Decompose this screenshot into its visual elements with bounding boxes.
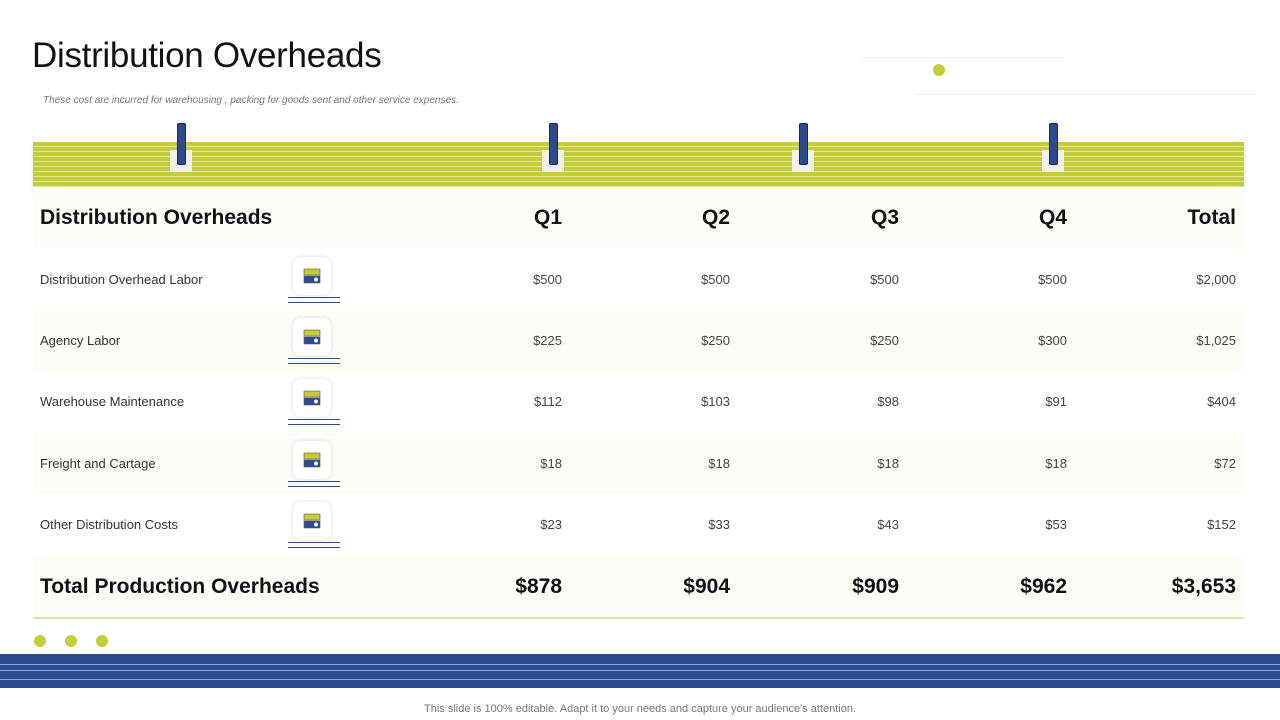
cell-value: $72 xyxy=(1214,456,1236,471)
cell-value: $43 xyxy=(877,517,899,532)
building-icon xyxy=(293,318,331,356)
table-header-row: Distribution Overheads Q1 Q2 Q3 Q4 Total xyxy=(33,187,1244,248)
decor-line xyxy=(862,57,1062,58)
table-row: Agency Labor $225 $250 $250 $300 $1,025 xyxy=(33,310,1244,371)
row-label: Agency Labor xyxy=(40,333,121,348)
decor-underline xyxy=(288,481,340,487)
cell-value: $23 xyxy=(540,517,562,532)
cell-value: Total xyxy=(1187,206,1236,229)
cell-value: $103 xyxy=(701,394,730,409)
cell-value: $404 xyxy=(1207,394,1236,409)
row-label: Freight and Cartage xyxy=(40,456,156,471)
cell-value: $18 xyxy=(540,456,562,471)
pin-decor xyxy=(1042,123,1064,173)
footer-text: This slide is 100% editable. Adapt it to… xyxy=(424,703,856,715)
cell-value: $500 xyxy=(870,272,899,287)
page-title: Distribution Overheads xyxy=(32,36,382,75)
table-row: Warehouse Maintenance $112 $103 $98 $91 $404 xyxy=(33,371,1244,432)
cell-value: $112 xyxy=(534,394,562,409)
decor-line xyxy=(915,94,1255,95)
table-total-row: Total Production Overheads $878 $904 $909 $9… xyxy=(33,556,1244,617)
calculator-icon xyxy=(293,257,331,295)
row-label: Warehouse Maintenance xyxy=(40,394,185,409)
cell-value: $152 xyxy=(1207,517,1236,532)
cell-value: $33 xyxy=(708,517,730,532)
cell-value: $18 xyxy=(708,456,730,471)
cell-value: $18 xyxy=(1045,456,1067,471)
decor-dot xyxy=(65,635,77,647)
cell-value: $909 xyxy=(852,575,899,598)
cell-value: $962 xyxy=(1020,575,1067,598)
cell-value: $2,000 xyxy=(1196,272,1236,287)
row-label: Distribution Overheads xyxy=(40,206,273,229)
decor-underline xyxy=(288,419,340,425)
pin-decor xyxy=(170,123,192,173)
pin-decor xyxy=(542,123,564,173)
cell-value: $250 xyxy=(870,333,899,348)
register-icon xyxy=(293,502,331,540)
cell-value: $53 xyxy=(1045,517,1067,532)
divider xyxy=(33,617,1244,619)
row-label: Total Production Overheads xyxy=(40,575,320,598)
cell-value: $500 xyxy=(1038,272,1067,287)
warehouse-icon xyxy=(293,379,331,417)
cell-value: $300 xyxy=(1038,333,1067,348)
cell-value: $904 xyxy=(683,575,730,598)
row-label: Other Distribution Costs xyxy=(40,517,178,532)
cell-value: $500 xyxy=(701,272,730,287)
cell-value: Q4 xyxy=(1038,206,1067,229)
document-icon xyxy=(293,441,331,479)
cell-value: $225 xyxy=(533,333,562,348)
cell-value: $1,025 xyxy=(1196,333,1236,348)
cell-value: Q1 xyxy=(533,206,562,229)
cell-value: Q3 xyxy=(870,206,899,229)
decor-dot xyxy=(96,635,108,647)
decor-dot xyxy=(34,635,46,647)
table-row: Other Distribution Costs $23 $33 $43 $53 $152 xyxy=(33,494,1244,555)
cell-value: $878 xyxy=(515,575,562,598)
page-subtitle: These cost are incurred for warehousing … xyxy=(43,95,459,106)
decor-underline xyxy=(288,297,340,303)
cell-value: $18 xyxy=(877,456,899,471)
table-row: Freight and Cartage $18 $18 $18 $18 $72 xyxy=(33,433,1244,494)
decor-underline xyxy=(288,542,340,548)
cell-value: $500 xyxy=(533,272,562,287)
cell-value: $3,653 xyxy=(1171,575,1236,598)
table-row: Distribution Overhead Labor $500 $500 $500 $… xyxy=(33,249,1244,310)
pin-decor xyxy=(792,123,814,173)
row-label: Distribution Overhead Labor xyxy=(40,272,203,287)
decor-underline xyxy=(288,358,340,364)
cell-value: $91 xyxy=(1045,394,1067,409)
cell-value: Q2 xyxy=(701,206,730,229)
cell-value: $98 xyxy=(877,394,899,409)
footer-band xyxy=(0,654,1280,688)
decor-dot xyxy=(933,64,945,76)
cell-value: $250 xyxy=(701,333,730,348)
